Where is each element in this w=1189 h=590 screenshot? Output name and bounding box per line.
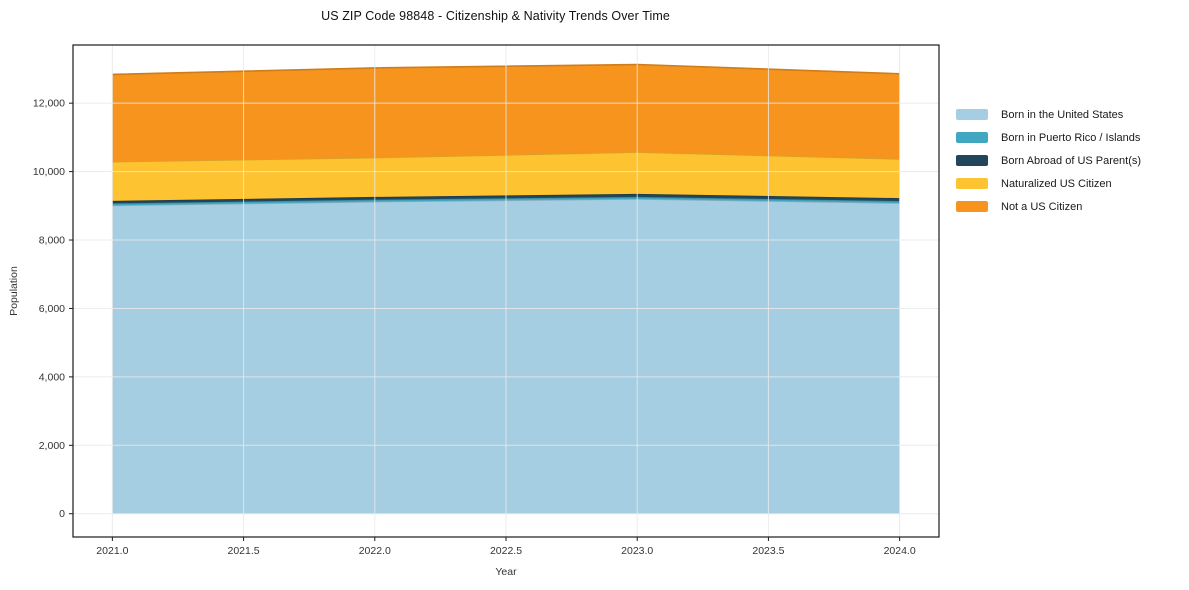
y-tick-label: 10,000 (33, 166, 65, 178)
legend-swatch (956, 178, 988, 189)
area-born-in-puerto-rico-islands (112, 196, 900, 206)
legend-item-born-in-the-united-states: Born in the United States (956, 103, 1141, 126)
legend-swatch (956, 155, 988, 166)
legend-swatch (956, 132, 988, 143)
y-tick-label: 6,000 (39, 303, 65, 315)
legend-item-not-a-us-citizen: Not a US Citizen (956, 195, 1141, 218)
x-axis-label: Year (495, 566, 517, 578)
x-tick-label: 2021.5 (228, 545, 260, 557)
chart-title: US ZIP Code 98848 - Citizenship & Nativi… (321, 9, 670, 23)
x-tick-label: 2022.0 (359, 545, 391, 557)
y-tick-label: 2,000 (39, 440, 65, 452)
x-tick-label: 2023.0 (621, 545, 653, 557)
y-tick-label: 8,000 (39, 235, 65, 247)
legend-label: Naturalized US Citizen (1001, 177, 1112, 190)
legend-label: Not a US Citizen (1001, 200, 1083, 213)
legend-swatch (956, 109, 988, 120)
legend-label: Born in Puerto Rico / Islands (1001, 131, 1141, 144)
legend-label: Born Abroad of US Parent(s) (1001, 154, 1142, 167)
y-tick-label: 12,000 (33, 98, 65, 110)
legend-swatch (956, 201, 988, 212)
y-axis-label: Population (8, 266, 20, 316)
x-tick-label: 2021.0 (96, 545, 128, 557)
y-tick-label: 4,000 (39, 371, 65, 383)
legend-item-naturalized-us-citizen: Naturalized US Citizen (956, 172, 1141, 195)
legend-label: Born in the United States (1001, 108, 1124, 121)
x-tick-label: 2023.5 (752, 545, 784, 557)
y-tick-label: 0 (59, 508, 65, 520)
chart-legend: Born in the United States Born in Puerto … (956, 103, 1141, 218)
legend-item-born-in-puerto-rico-islands: Born in Puerto Rico / Islands (956, 126, 1141, 149)
x-tick-label: 2022.5 (490, 545, 522, 557)
area-born-abroad-of-us-parent-s (112, 193, 900, 204)
legend-item-born-abroad-of-us-parent-s: Born Abroad of US Parent(s) (956, 149, 1141, 172)
x-tick-label: 2024.0 (884, 545, 916, 557)
